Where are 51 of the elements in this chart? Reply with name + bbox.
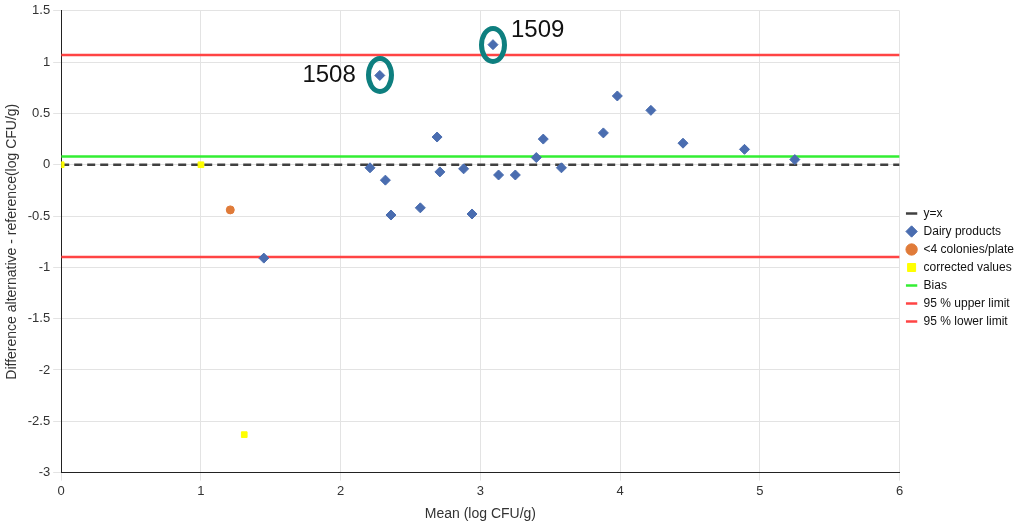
- point: [414, 202, 426, 214]
- point: [739, 143, 750, 155]
- x-tick-label: 6: [895, 482, 904, 498]
- y-tick-label: -2: [38, 361, 51, 377]
- point: [537, 133, 549, 145]
- y-axis-title: Difference alternative - reference(log CFU/g): [3, 103, 20, 380]
- point: [466, 208, 478, 220]
- x-axis-title: Mean (log CFU/g): [424, 505, 537, 522]
- legend-label: corrected values: [923, 259, 1012, 274]
- legend-label: 95 % lower limit: [923, 313, 1009, 328]
- point: [555, 162, 567, 174]
- y-tick-label: 1: [42, 53, 51, 69]
- y-tick-label: 0: [42, 156, 51, 172]
- point: [385, 209, 397, 221]
- x-tick-label: 0: [57, 482, 65, 498]
- point: [611, 90, 623, 102]
- x-tick-label: 3: [476, 482, 485, 498]
- point: [197, 161, 205, 169]
- y-tick-label: -0.5: [27, 207, 51, 223]
- x-tick-label: 1: [197, 482, 205, 498]
- point: [240, 431, 248, 438]
- legend-label: y=x: [923, 205, 943, 220]
- annotation: 1509: [510, 15, 565, 43]
- legend-label: 95 % upper limit: [923, 295, 1011, 310]
- point: [789, 154, 801, 166]
- y-tick-label: -2.5: [27, 412, 51, 428]
- legend-label: Dairy products: [923, 223, 1001, 238]
- y-tick-label: -1: [38, 258, 51, 274]
- point: [364, 162, 376, 174]
- x-tick-label: 2: [337, 482, 345, 498]
- point: [597, 127, 609, 139]
- point: [458, 163, 470, 175]
- y-tick-label: -1.5: [27, 310, 51, 326]
- point: [677, 137, 689, 149]
- y-tick-label: 1.5: [32, 2, 51, 18]
- point: [225, 205, 235, 215]
- x-tick-label: 4: [616, 482, 624, 498]
- x-tick-label: 5: [756, 482, 764, 498]
- point: [493, 169, 505, 181]
- y-tick-label: 0.5: [32, 105, 51, 120]
- annotation: 1508: [302, 60, 356, 88]
- point: [509, 169, 521, 181]
- legend-label: Bias: [923, 277, 947, 292]
- point: [434, 166, 446, 178]
- point: [645, 104, 657, 116]
- point: [530, 152, 542, 164]
- point: [431, 131, 443, 143]
- y-tick-label: -3: [38, 464, 51, 480]
- point: [379, 174, 391, 186]
- point: [258, 252, 270, 264]
- legend-label: <4 colonies/plate: [923, 241, 1015, 256]
